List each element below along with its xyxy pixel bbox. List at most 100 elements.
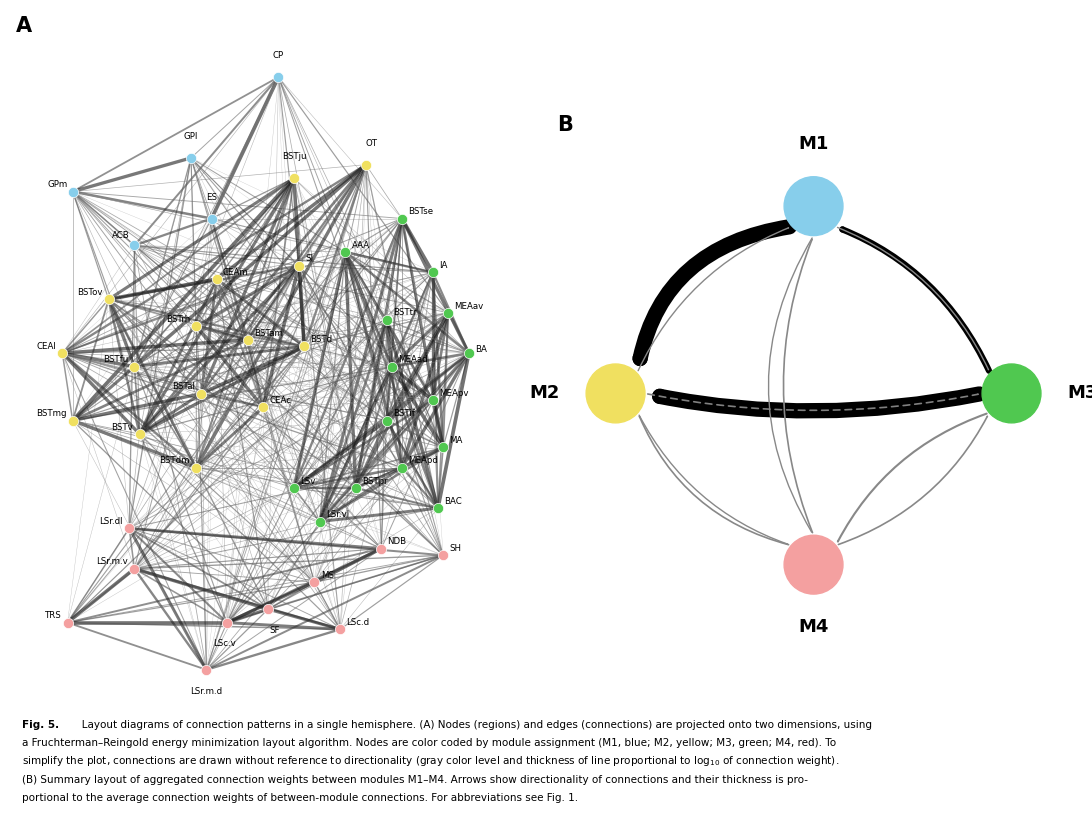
Point <box>126 239 143 252</box>
Circle shape <box>586 364 645 423</box>
Point <box>182 152 200 165</box>
Text: CEAc: CEAc <box>270 396 292 405</box>
Point <box>383 360 401 373</box>
Point <box>424 266 441 279</box>
Point <box>218 616 236 630</box>
Point <box>311 515 329 528</box>
Point <box>306 576 323 589</box>
Text: TRS: TRS <box>45 611 61 620</box>
FancyArrowPatch shape <box>839 416 987 545</box>
FancyArrowPatch shape <box>640 227 790 358</box>
Text: SF: SF <box>269 626 280 635</box>
Point <box>188 320 205 333</box>
Point <box>254 400 272 414</box>
Text: A: A <box>16 16 33 36</box>
Text: BSTif: BSTif <box>393 410 415 419</box>
Text: B: B <box>557 115 572 135</box>
Text: SH: SH <box>449 544 461 553</box>
Text: BSTju: BSTju <box>282 152 306 162</box>
Text: CP: CP <box>273 51 284 60</box>
Text: GPm: GPm <box>47 180 68 190</box>
Text: GPI: GPI <box>183 132 198 141</box>
Text: ACB: ACB <box>111 231 129 240</box>
Point <box>54 347 71 360</box>
FancyArrowPatch shape <box>640 417 788 545</box>
Text: BAC: BAC <box>444 497 462 506</box>
Text: MEApd: MEApd <box>408 456 438 466</box>
Point <box>336 246 354 259</box>
Point <box>393 212 411 225</box>
Text: portional to the average connection weights of between-module connections. For a: portional to the average connection weig… <box>22 793 578 803</box>
FancyArrowPatch shape <box>769 238 812 531</box>
Text: M1: M1 <box>798 134 829 152</box>
Circle shape <box>784 176 843 236</box>
FancyArrowPatch shape <box>842 229 989 371</box>
Text: BA: BA <box>475 345 487 354</box>
Point <box>347 481 365 494</box>
Text: MEAad: MEAad <box>397 355 427 364</box>
Point <box>285 171 302 185</box>
Text: simplify the plot, connections are drawn without reference to directionality (gr: simplify the plot, connections are drawn… <box>22 755 839 768</box>
Text: BSTrh: BSTrh <box>166 315 190 324</box>
Point <box>290 259 308 272</box>
Point <box>192 387 210 400</box>
Text: CEAl: CEAl <box>36 342 56 351</box>
Point <box>126 562 143 575</box>
Circle shape <box>982 364 1041 423</box>
Point <box>59 616 76 630</box>
Circle shape <box>784 536 843 594</box>
Text: BSTal: BSTal <box>173 382 195 391</box>
Text: LSv: LSv <box>300 476 316 485</box>
Text: Layout diagrams of connection patterns in a single hemisphere. (A) Nodes (region: Layout diagrams of connection patterns i… <box>72 720 873 730</box>
Text: Fig. 5.: Fig. 5. <box>22 720 59 730</box>
Point <box>64 414 82 427</box>
FancyArrowPatch shape <box>660 394 980 411</box>
Text: LSr.m.d: LSr.m.d <box>190 686 223 695</box>
Text: LSc.v: LSc.v <box>213 639 236 648</box>
Point <box>460 347 477 360</box>
Text: MEApv: MEApv <box>439 389 468 398</box>
FancyArrowPatch shape <box>783 240 812 532</box>
Point <box>120 522 138 535</box>
Text: a Fruchterman–Reingold energy minimization layout algorithm. Nodes are color cod: a Fruchterman–Reingold energy minimizati… <box>22 738 836 748</box>
Point <box>435 549 452 562</box>
Text: BSTpr: BSTpr <box>361 476 388 485</box>
Point <box>198 663 215 677</box>
FancyArrowPatch shape <box>638 228 788 371</box>
FancyArrowPatch shape <box>838 414 987 541</box>
Text: AAA: AAA <box>352 241 370 250</box>
FancyArrowPatch shape <box>648 394 978 410</box>
Point <box>372 542 390 555</box>
Text: LSr.dl: LSr.dl <box>99 517 123 526</box>
Text: BSTd: BSTd <box>310 335 332 344</box>
Text: BSTv: BSTv <box>111 423 133 432</box>
Point <box>285 481 302 494</box>
Text: BSTfu: BSTfu <box>103 355 128 364</box>
FancyArrowPatch shape <box>838 227 988 370</box>
Text: BSTtr: BSTtr <box>393 308 416 317</box>
Point <box>357 158 375 171</box>
Text: OT: OT <box>365 138 377 147</box>
Point <box>188 461 205 475</box>
Text: IA: IA <box>439 261 448 270</box>
Point <box>260 602 277 616</box>
Text: BSTse: BSTse <box>408 208 434 216</box>
Text: BSTov: BSTov <box>78 288 103 297</box>
Point <box>332 623 349 636</box>
Point <box>378 313 395 326</box>
Point <box>64 185 82 199</box>
Point <box>378 414 395 427</box>
Text: ES: ES <box>206 193 217 202</box>
Text: BSTmg: BSTmg <box>36 410 67 419</box>
Text: MA: MA <box>449 436 463 445</box>
Point <box>296 339 313 353</box>
Text: LSr.m.v: LSr.m.v <box>96 558 128 566</box>
Text: BSTdm: BSTdm <box>159 456 190 466</box>
Text: MEAav: MEAav <box>454 302 484 311</box>
Text: CEAm: CEAm <box>223 268 249 277</box>
Text: MS: MS <box>321 571 334 580</box>
Point <box>203 212 221 225</box>
Point <box>393 461 411 475</box>
Point <box>429 502 447 515</box>
Text: NDB: NDB <box>388 537 406 546</box>
